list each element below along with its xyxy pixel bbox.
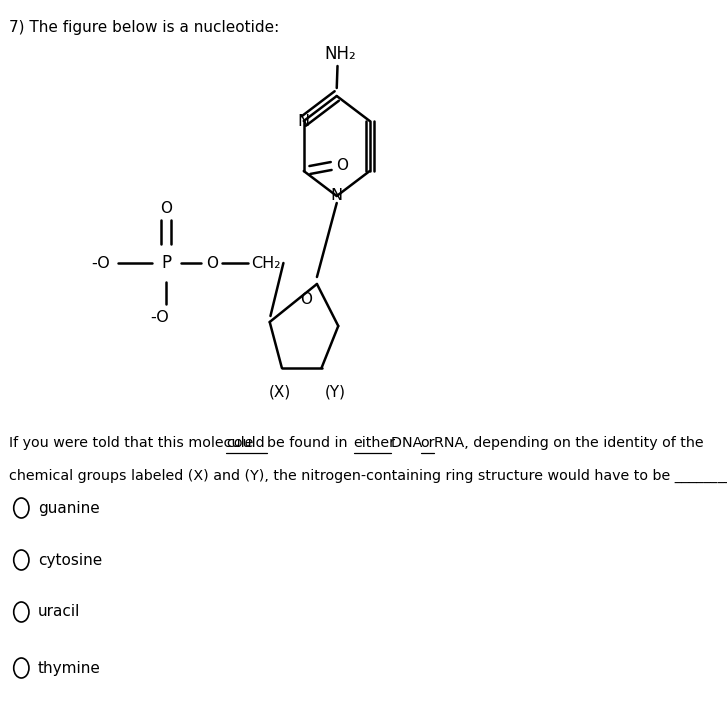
- Text: If you were told that this molecule: If you were told that this molecule: [9, 436, 254, 450]
- Text: N: N: [331, 189, 343, 203]
- Text: CH₂: CH₂: [252, 256, 281, 271]
- Text: -O: -O: [150, 310, 169, 325]
- Text: RNA, depending on the identity of the: RNA, depending on the identity of the: [434, 436, 704, 450]
- Text: -O: -O: [91, 256, 110, 271]
- Text: guanine: guanine: [38, 500, 100, 516]
- Text: be found in: be found in: [267, 436, 352, 450]
- Text: O: O: [160, 200, 172, 215]
- Text: O: O: [206, 256, 218, 271]
- Text: O: O: [300, 292, 313, 307]
- Text: uracil: uracil: [38, 605, 81, 620]
- Text: could: could: [226, 436, 265, 450]
- Text: either: either: [353, 436, 395, 450]
- Text: chemical groups labeled (X) and (Y), the nitrogen-containing ring structure woul: chemical groups labeled (X) and (Y), the…: [9, 469, 727, 483]
- Text: 7) The figure below is a nucleotide:: 7) The figure below is a nucleotide:: [9, 20, 279, 35]
- Text: N: N: [297, 113, 310, 129]
- Text: O: O: [336, 159, 348, 174]
- Text: (X): (X): [268, 385, 291, 399]
- Text: (Y): (Y): [325, 385, 346, 399]
- Text: NH₂: NH₂: [324, 45, 356, 63]
- Text: thymine: thymine: [38, 661, 101, 676]
- Text: DNA: DNA: [391, 436, 427, 450]
- Text: or: or: [420, 436, 435, 450]
- Text: cytosine: cytosine: [38, 552, 103, 567]
- Text: P: P: [161, 254, 171, 272]
